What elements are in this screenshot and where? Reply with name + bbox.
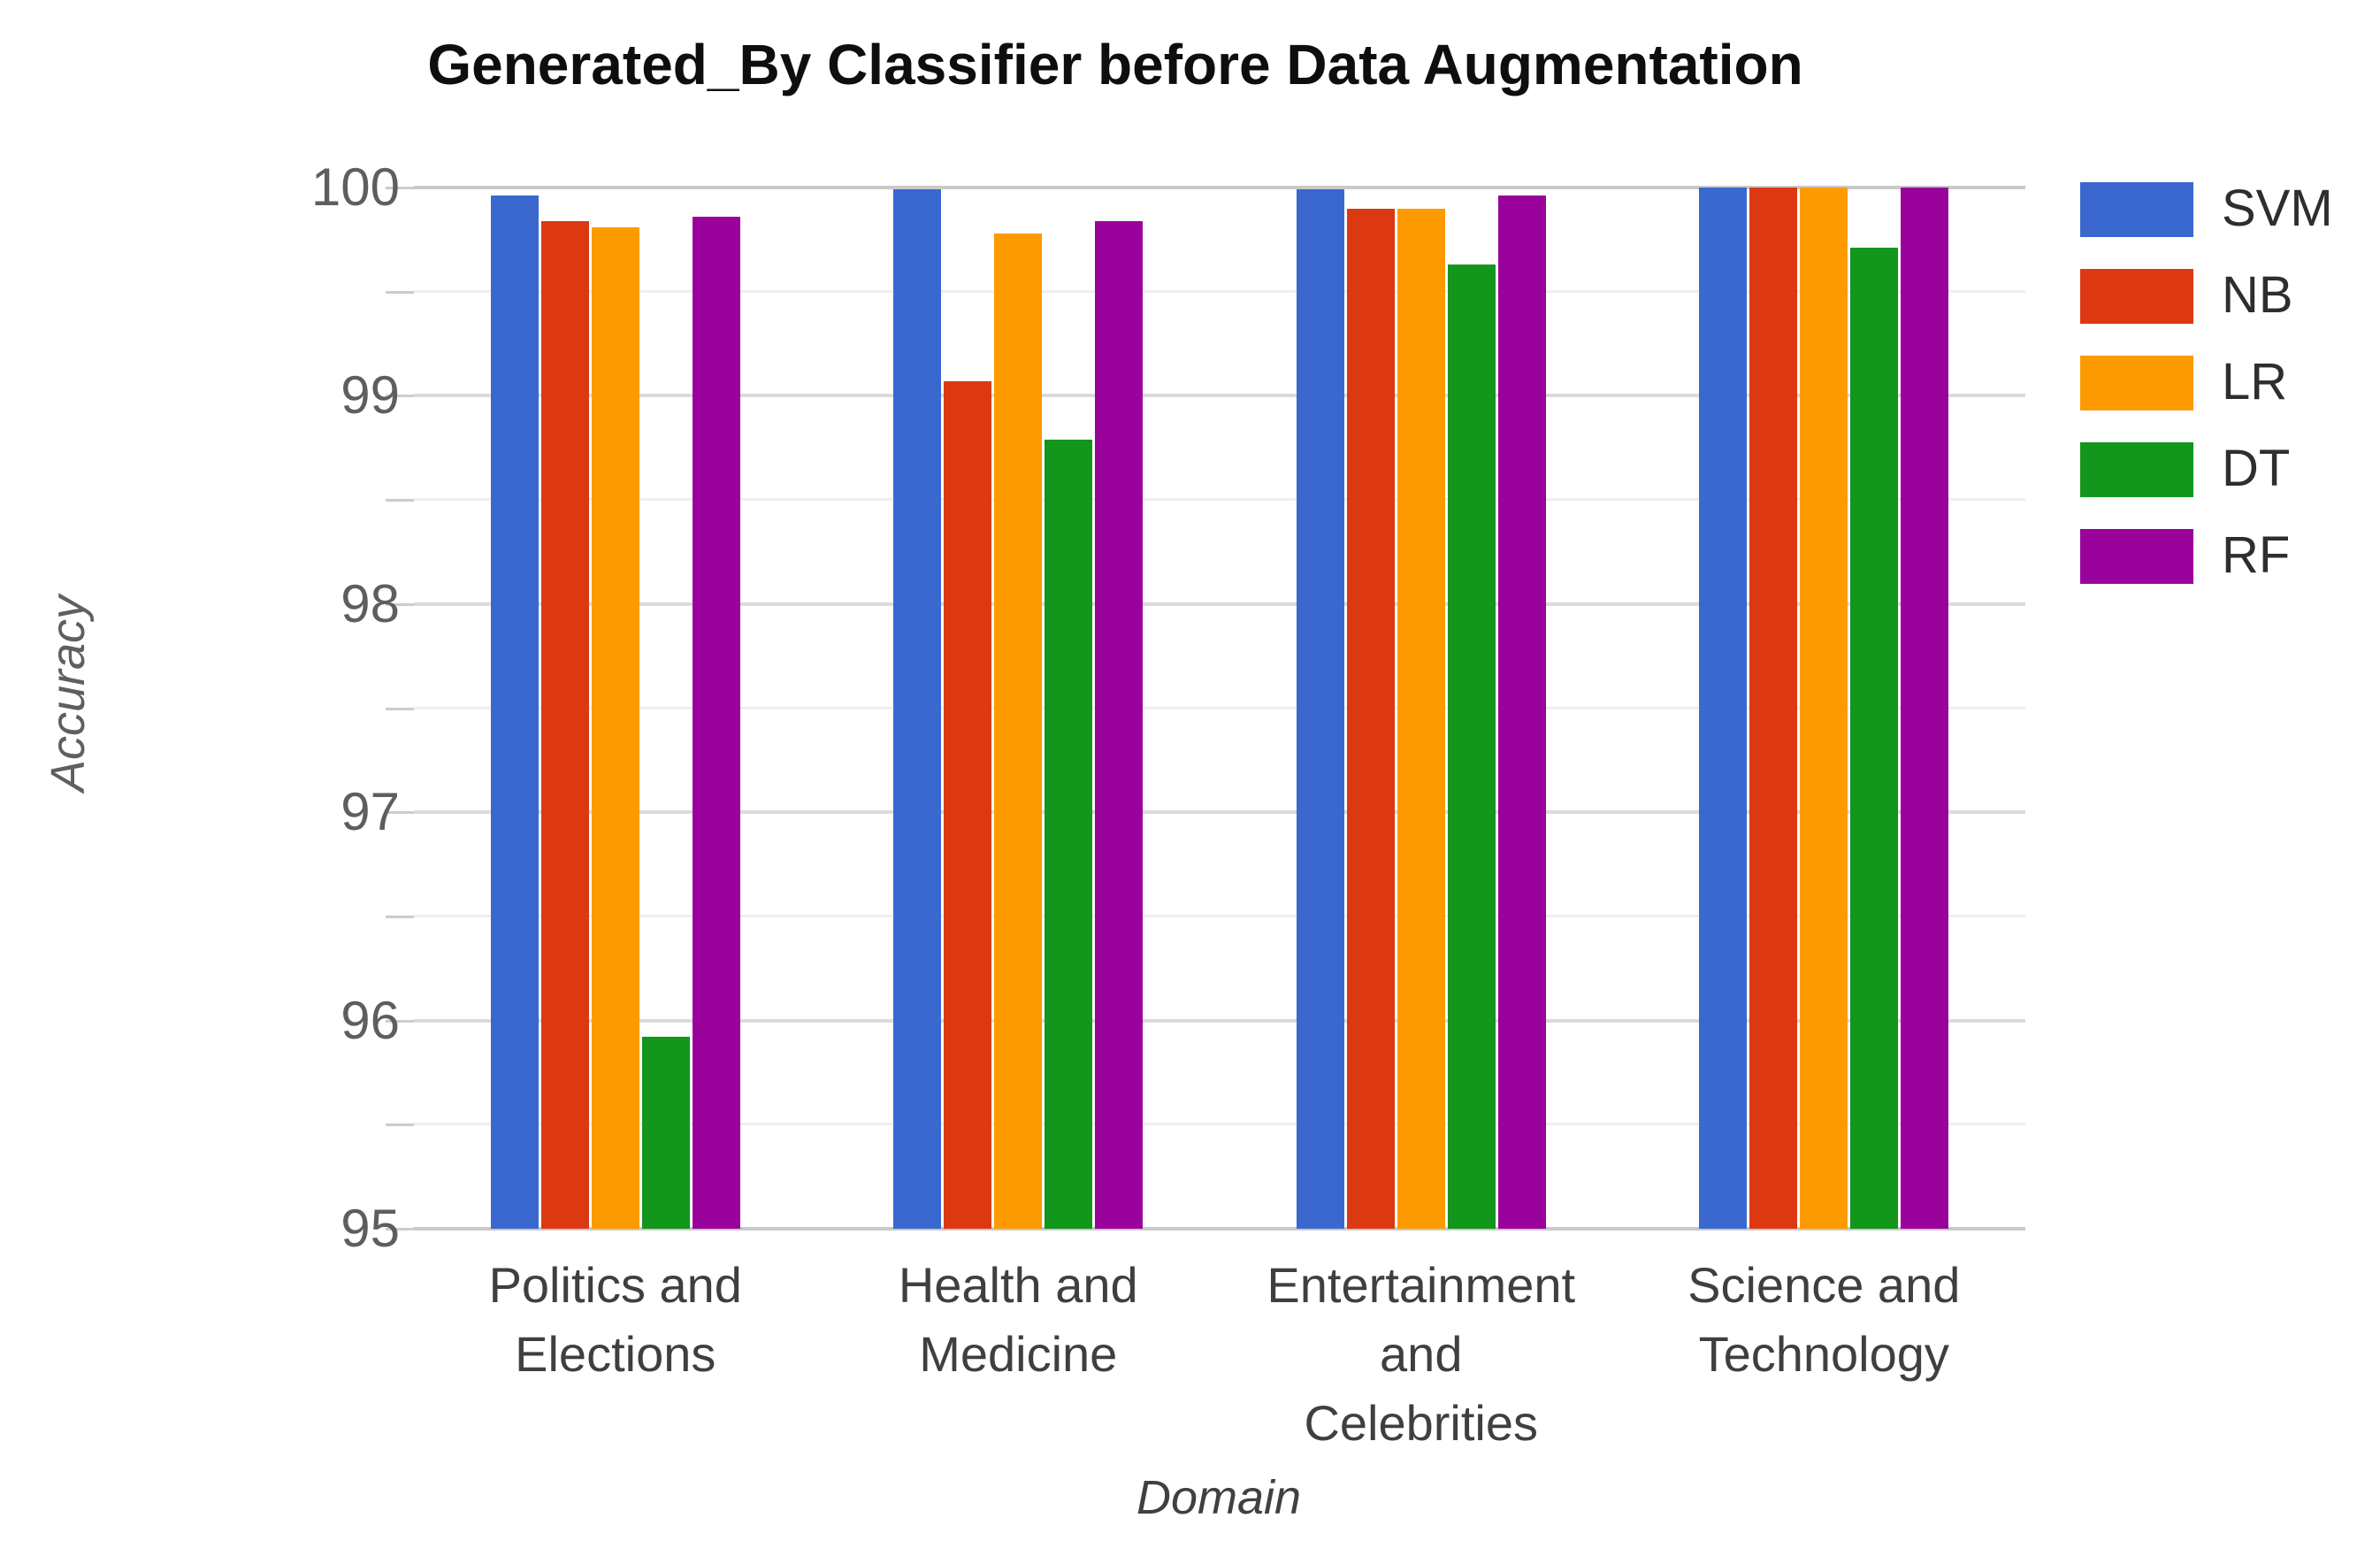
- bar-nb-entertainment-and-celebrities[interactable]: [1346, 208, 1395, 1229]
- legend-swatch-rf: [2080, 529, 2193, 584]
- gridline-99: [414, 394, 2025, 398]
- gridline-100: [414, 186, 2025, 189]
- legend-item-svm[interactable]: SVM: [2080, 180, 2363, 238]
- bar-nb-politics-and-elections[interactable]: [540, 220, 589, 1229]
- y-tick-mark: [386, 395, 414, 398]
- legend-swatch-nb: [2080, 269, 2193, 324]
- y-tick-mark: [386, 1019, 414, 1023]
- gridline-minor: [414, 1123, 2025, 1126]
- y-tick-label: 98: [341, 573, 400, 633]
- legend-item-lr[interactable]: LR: [2080, 353, 2363, 410]
- bar-rf-entertainment-and-celebrities[interactable]: [1497, 196, 1546, 1229]
- x-category-label-politics-and-elections: Politics and Elections: [488, 1257, 742, 1382]
- bar-lr-entertainment-and-celebrities[interactable]: [1397, 208, 1445, 1229]
- bar-lr-science-and-technology[interactable]: [1800, 188, 1848, 1229]
- bar-nb-science-and-technology[interactable]: [1749, 188, 1798, 1229]
- gridline-96: [414, 1018, 2025, 1023]
- y-tick-label: 97: [341, 782, 400, 842]
- y-tick-label: 99: [341, 365, 400, 426]
- legend-item-dt[interactable]: DT: [2080, 440, 2363, 498]
- bar-lr-health-and-medicine[interactable]: [994, 233, 1043, 1229]
- y-tick-mark: [386, 499, 414, 502]
- y-tick-label: 100: [310, 157, 400, 217]
- bar-dt-entertainment-and-celebrities[interactable]: [1447, 264, 1496, 1229]
- legend-item-nb[interactable]: NB: [2080, 266, 2363, 324]
- x-category-label-science-and-technology: Science and Technology: [1687, 1257, 1961, 1382]
- legend-swatch-dt: [2080, 442, 2193, 497]
- gridline-95: [414, 1227, 2025, 1230]
- bar-dt-politics-and-elections[interactable]: [641, 1037, 690, 1229]
- x-category-label-entertainment-and-celebrities: Entertainment and Celebrities: [1267, 1257, 1576, 1451]
- bar-svm-health-and-medicine[interactable]: [893, 189, 942, 1229]
- bar-dt-science-and-technology[interactable]: [1850, 248, 1899, 1229]
- bar-svm-science-and-technology[interactable]: [1699, 188, 1748, 1229]
- gridline-minor: [414, 706, 2025, 709]
- y-tick-mark: [386, 187, 414, 189]
- gridline-minor: [414, 914, 2025, 917]
- chart-title: Generated_By Classifier before Data Augm…: [427, 33, 1803, 96]
- bar-nb-health-and-medicine[interactable]: [944, 380, 992, 1229]
- gridline-minor: [414, 498, 2025, 502]
- x-category-label-health-and-medicine: Health and Medicine: [898, 1257, 1138, 1382]
- gridline-minor: [414, 289, 2025, 293]
- legend-label-rf: RF: [2222, 526, 2291, 585]
- legend-label-lr: LR: [2222, 353, 2288, 411]
- bar-lr-politics-and-elections[interactable]: [591, 226, 639, 1229]
- y-tick-mark: [386, 707, 414, 710]
- legend-item-rf[interactable]: RF: [2080, 526, 2363, 584]
- y-tick-mark: [386, 811, 414, 815]
- x-axis-title: Domain: [1136, 1471, 1302, 1524]
- gridline-97: [414, 810, 2025, 815]
- legend-label-svm: SVM: [2222, 180, 2333, 238]
- y-tick-mark: [386, 1228, 414, 1230]
- legend-swatch-svm: [2080, 182, 2193, 237]
- legend-label-dt: DT: [2222, 440, 2291, 498]
- y-tick-label: 96: [341, 990, 400, 1050]
- bar-rf-politics-and-elections[interactable]: [692, 216, 740, 1229]
- bar-rf-science-and-technology[interactable]: [1901, 188, 1949, 1229]
- y-tick-mark: [386, 602, 414, 606]
- bar-svm-entertainment-and-celebrities[interactable]: [1296, 189, 1344, 1229]
- bar-svm-politics-and-elections[interactable]: [490, 196, 539, 1229]
- legend-swatch-lr: [2080, 356, 2193, 410]
- gridline-98: [414, 602, 2025, 606]
- y-tick-mark: [386, 1123, 414, 1127]
- y-axis-title: Accuracy: [42, 594, 95, 793]
- legend-label-nb: NB: [2222, 266, 2293, 325]
- y-tick-label: 95: [341, 1199, 400, 1258]
- bar-rf-health-and-medicine[interactable]: [1095, 220, 1144, 1229]
- y-tick-mark: [386, 290, 414, 294]
- y-tick-mark: [386, 915, 414, 918]
- bar-dt-health-and-medicine[interactable]: [1045, 439, 1093, 1229]
